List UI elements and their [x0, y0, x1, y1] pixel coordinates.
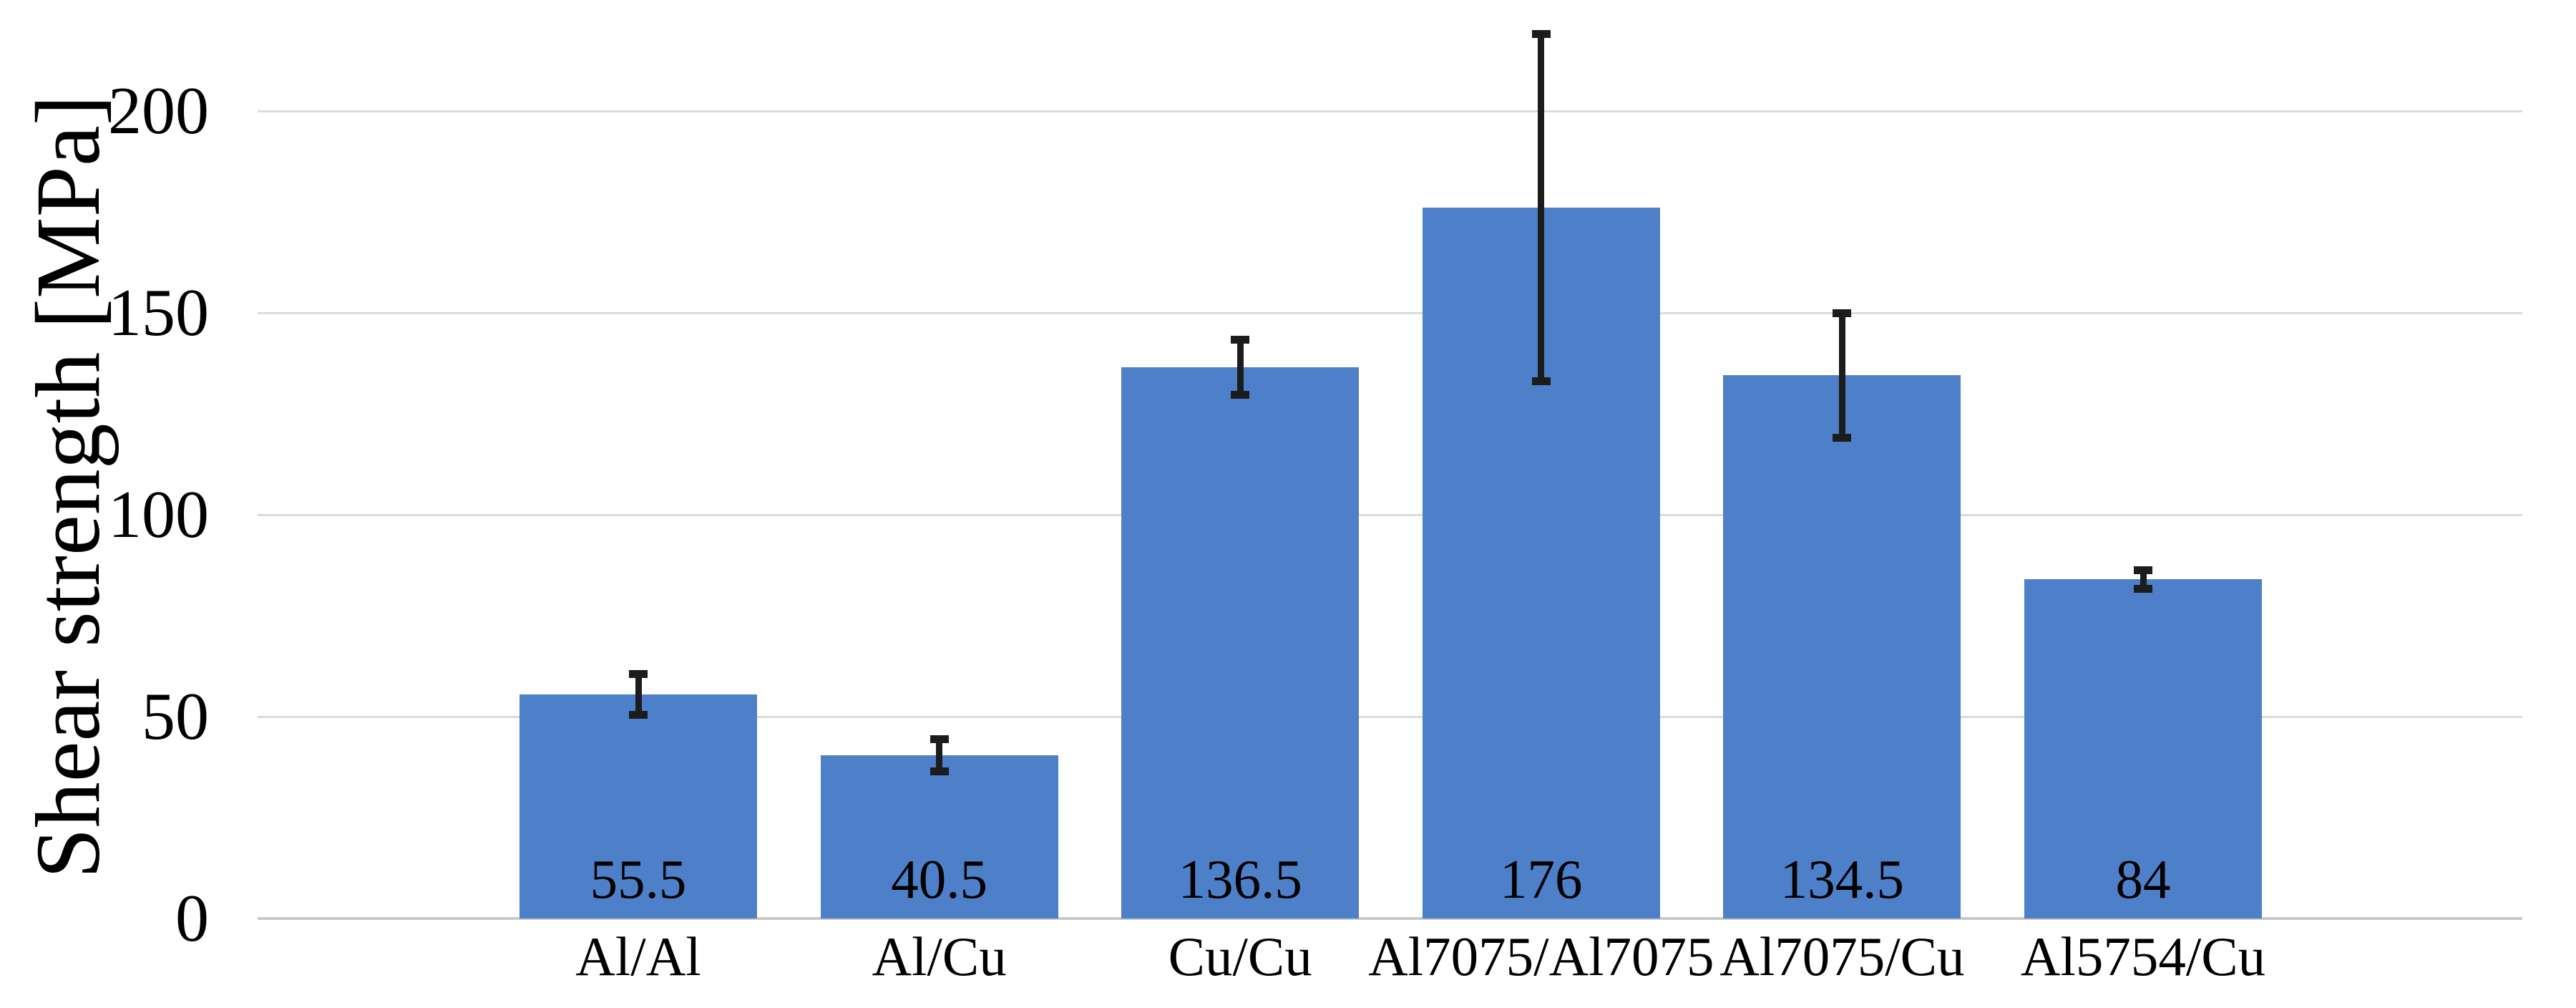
error-bar-al7075-al7075 [1538, 34, 1545, 382]
error-bar-bottom-cap-al5754-cu [2134, 584, 2152, 593]
bar-cu-cu [1121, 367, 1360, 919]
x-axis-line [258, 917, 2522, 920]
x-axis-category-label-al5754-cu: Al5754/Cu [2020, 926, 2266, 987]
bar-value-label-al-cu: 40.5 [891, 848, 987, 910]
y-tick-label-200: 200 [108, 74, 209, 148]
bar-al-cu [820, 755, 1058, 919]
error-bar-al7075-cu [1838, 313, 1845, 438]
x-axis-category-label-al7075-cu: Al7075/Cu [1719, 926, 1965, 987]
error-bar-top-cap-al-cu [930, 735, 949, 743]
x-axis-category-label-al-al: Al/Al [575, 926, 701, 987]
bar-value-label-al-al: 55.5 [590, 848, 687, 910]
error-bar-al5754-cu [2140, 570, 2147, 589]
error-bar-cu-cu [1236, 339, 1244, 395]
bar-al-al [519, 694, 757, 919]
x-axis-category-label-cu-cu: Cu/Cu [1168, 926, 1312, 987]
error-bar-bottom-cap-al7075-al7075 [1531, 377, 1551, 386]
error-bar-bottom-cap-al7075-cu [1833, 434, 1852, 442]
y-tick-label-150: 150 [108, 276, 209, 350]
bar-value-label-al7075-cu: 134.5 [1780, 848, 1905, 910]
error-bar-top-cap-al5754-cu [2134, 566, 2152, 574]
error-bar-bottom-cap-cu-cu [1231, 390, 1250, 399]
y-tick-label-50: 50 [142, 679, 209, 754]
bar-value-label-al7075-al7075: 176 [1500, 848, 1583, 910]
bar-value-label-cu-cu: 136.5 [1178, 848, 1302, 910]
bar-al7075-cu [1723, 375, 1961, 919]
error-bar-top-cap-al-al [629, 670, 648, 679]
error-bar-top-cap-cu-cu [1231, 336, 1250, 344]
gridline-50 [258, 715, 2522, 718]
error-bar-al-al [635, 674, 642, 715]
bar-value-label-al5754-cu: 84 [2115, 848, 2171, 910]
x-axis-category-label-al7075-al7075: Al7075/Al7075 [1368, 926, 1714, 987]
error-bar-al-cu [936, 739, 943, 772]
error-bar-bottom-cap-al-cu [930, 767, 949, 775]
bar-al5754-cu [2024, 579, 2262, 919]
error-bar-top-cap-al7075-cu [1833, 309, 1852, 317]
gridline-100 [258, 513, 2522, 516]
x-axis-category-label-al-cu: Al/Cu [872, 926, 1007, 987]
error-bar-bottom-cap-al-al [629, 710, 648, 719]
error-bar-top-cap-al7075-al7075 [1531, 30, 1551, 39]
gridline-150 [258, 311, 2522, 314]
y-tick-label-0: 0 [175, 881, 209, 956]
gridline-200 [258, 110, 2522, 112]
y-tick-label-100: 100 [108, 478, 209, 552]
